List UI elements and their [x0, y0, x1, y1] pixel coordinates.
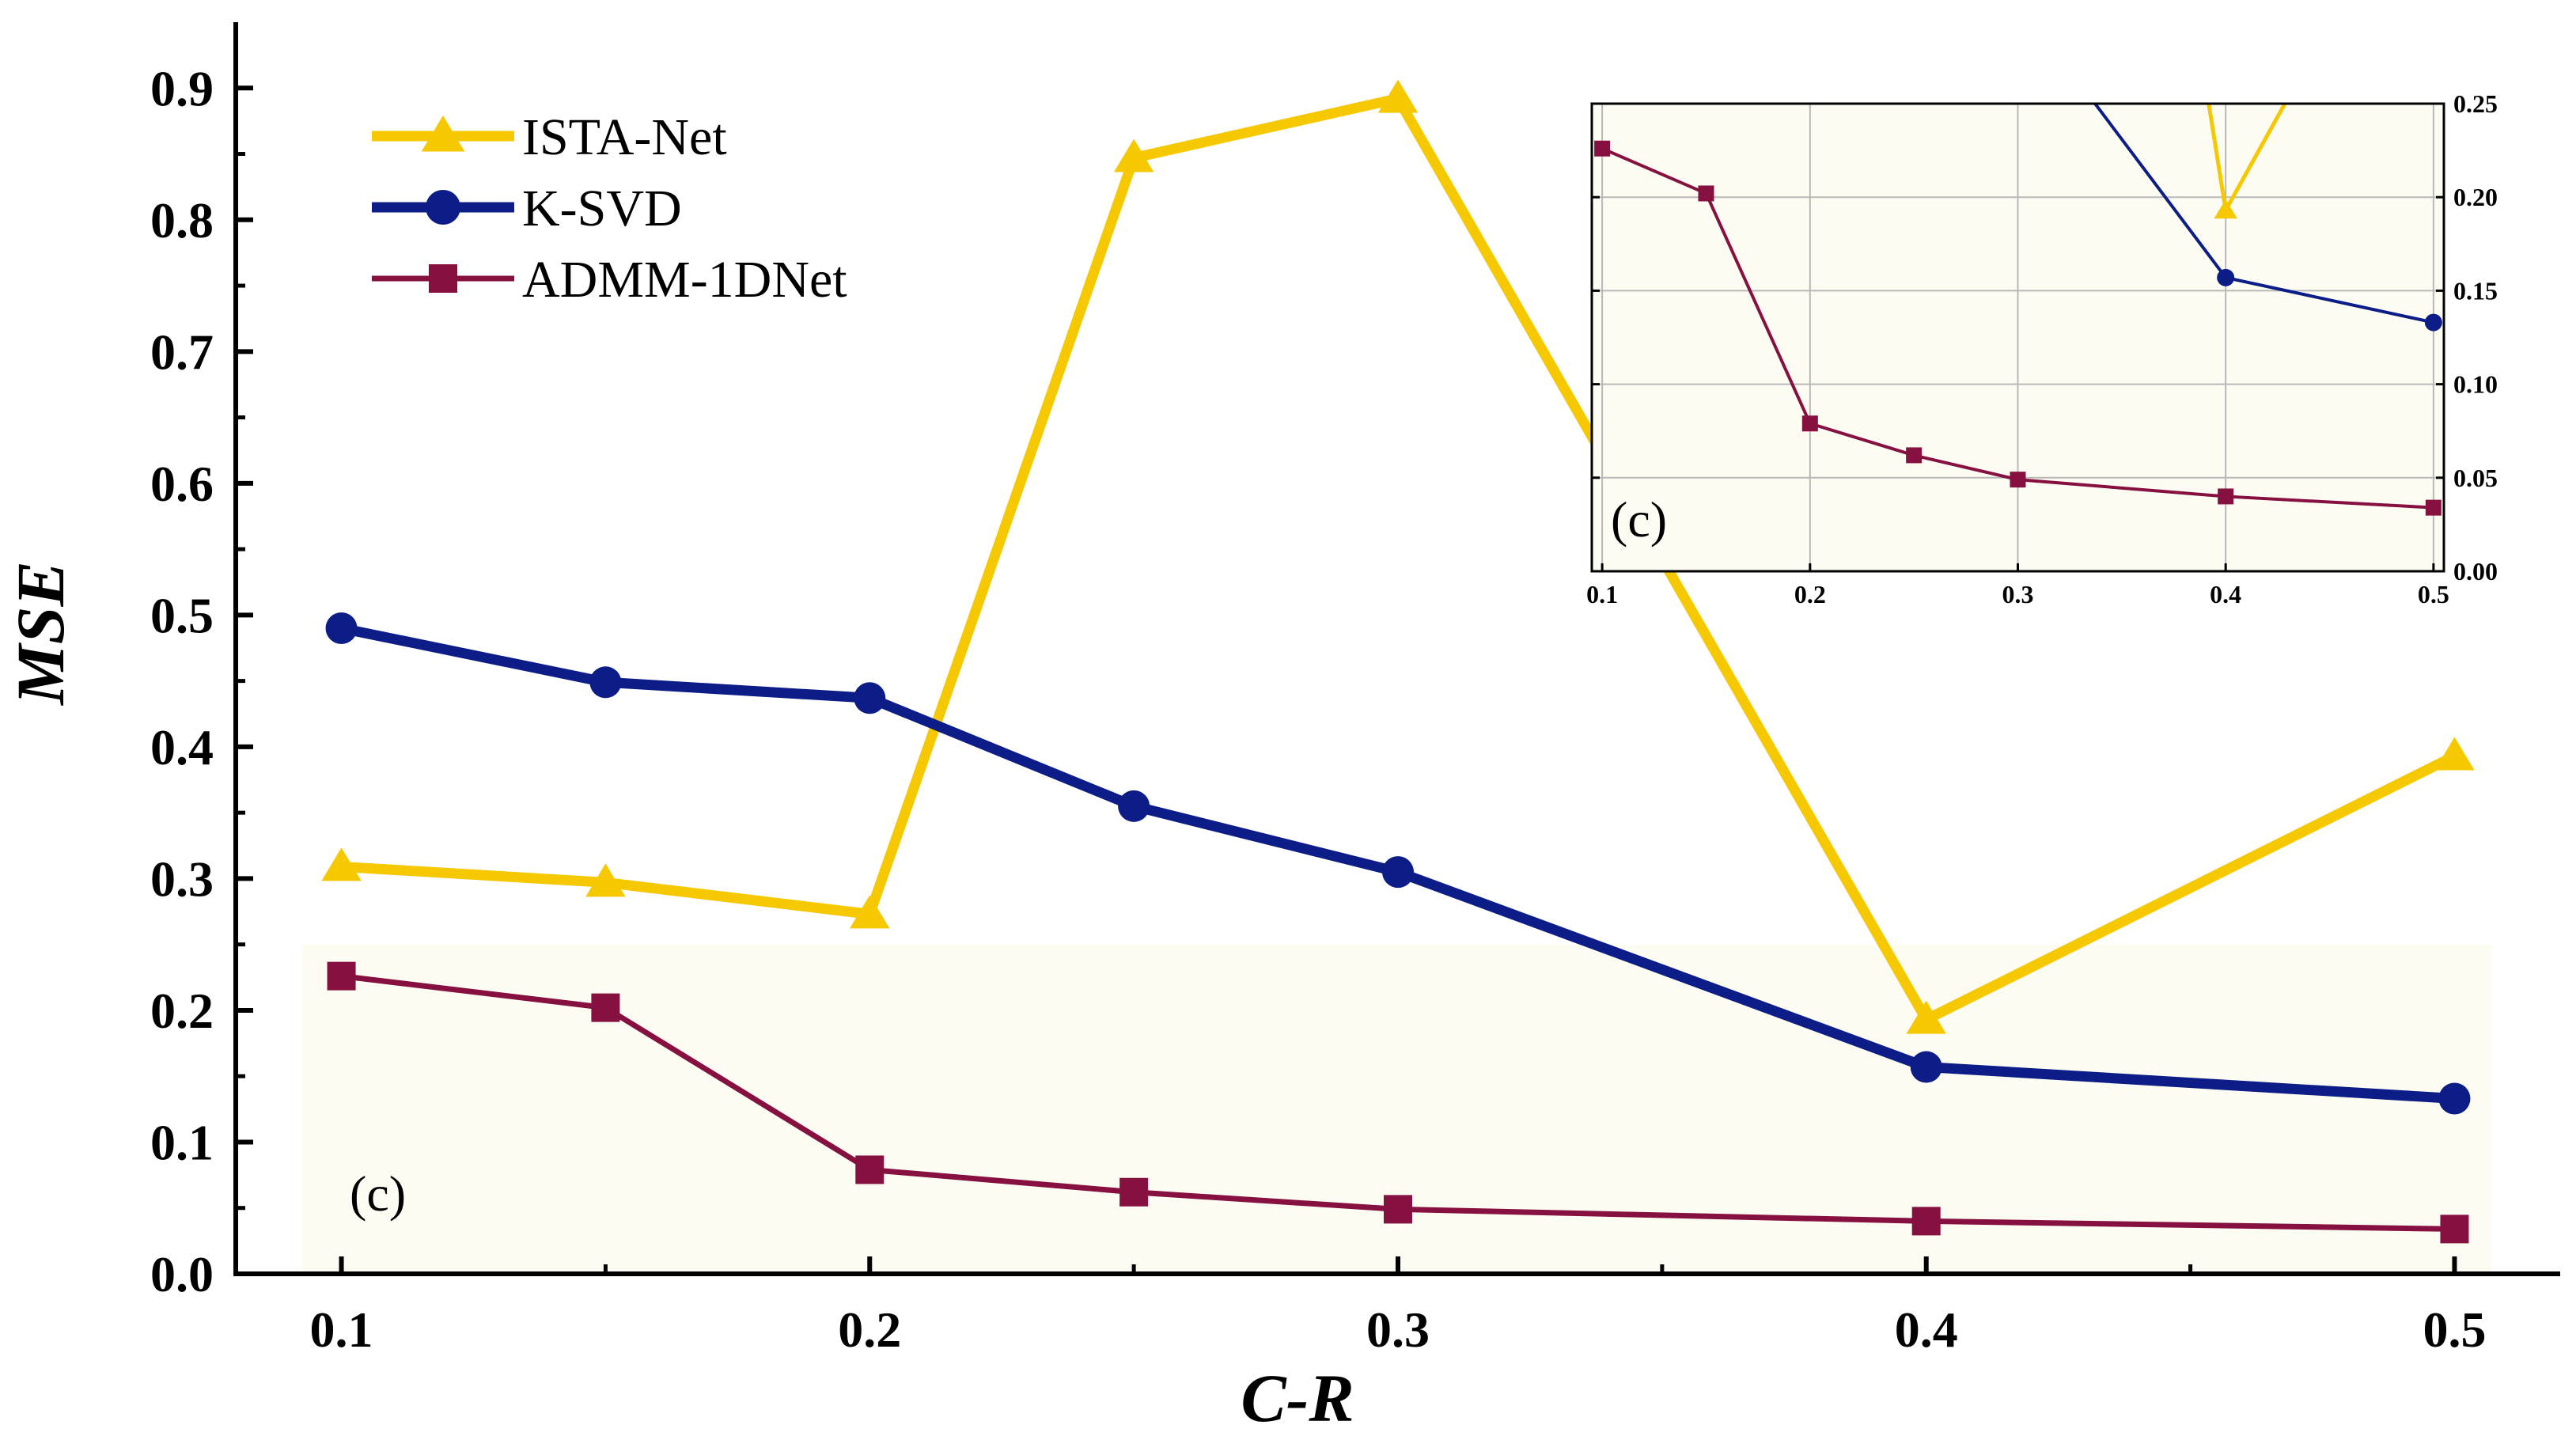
data-point-ista-net [1906, 1000, 1946, 1034]
y-axis-title: MSE [2, 561, 78, 707]
y-tick-label: 0.0 [150, 1246, 214, 1302]
legend-label-admm-1dnet: ADMM-1DNet [522, 251, 847, 309]
y-tick-label: 0.4 [150, 719, 214, 775]
inset-data-point-k-svd [2010, 0, 2027, 9]
inset-y-tick-label: 0.00 [2453, 557, 2498, 585]
data-point-k-svd [854, 682, 886, 714]
data-point-admm-1dnet [2440, 1215, 2469, 1244]
y-tick-label: 0.6 [150, 456, 214, 512]
inset-data-point-admm-1dnet [1906, 447, 1923, 464]
y-tick-label: 0.8 [150, 192, 214, 248]
inset-data-point-ista-net [1590, 0, 1613, 2]
inset-data-point-k-svd [2217, 268, 2235, 286]
legend-label-ista-net: ISTA-Net [522, 108, 727, 166]
y-tick-label: 0.1 [150, 1114, 214, 1170]
inset-x-tick-label: 0.2 [1794, 580, 1826, 608]
data-point-k-svd [589, 666, 622, 699]
inset-x-tick-label: 0.4 [2210, 580, 2241, 608]
data-point-ista-net [1377, 79, 1419, 113]
main-series-layer [321, 79, 2475, 1244]
data-point-admm-1dnet [855, 1155, 885, 1184]
data-point-admm-1dnet [1119, 1177, 1149, 1207]
legend-label-k-svd: K-SVD [522, 180, 682, 237]
data-point-admm-1dnet [1384, 1195, 1412, 1224]
inset-y-tick-label: 0.10 [2453, 370, 2498, 399]
data-point-ista-net [321, 847, 362, 881]
inset-y-tick-label: 0.20 [2453, 183, 2498, 211]
y-tick-label: 0.7 [150, 324, 214, 380]
inset-data-point-ista-net [1695, 5, 1718, 25]
inset-data-point-k-svd [2424, 313, 2442, 332]
inset-x-tick-label: 0.5 [2418, 580, 2449, 608]
inset-data-point-admm-1dnet [2010, 472, 2026, 488]
data-point-k-svd [2438, 1082, 2471, 1115]
inset-data-point-admm-1dnet [2425, 499, 2442, 516]
x-tick-label: 0.1 [310, 1302, 373, 1358]
legend-marker-ista-net [421, 116, 465, 152]
x-tick-label: 0.5 [2423, 1302, 2486, 1358]
data-point-k-svd [1910, 1051, 1942, 1083]
data-point-ista-net [2434, 737, 2475, 771]
inset-data-point-admm-1dnet [2218, 488, 2234, 505]
data-point-admm-1dnet [327, 961, 356, 991]
inset-data-point-ista-net [2214, 199, 2237, 219]
inset-data-point-admm-1dnet [1801, 415, 1818, 432]
inset-x-tick-label: 0.1 [1586, 580, 1618, 608]
data-point-admm-1dnet [1911, 1207, 1941, 1236]
inset-x-tick-label: 0.3 [2002, 580, 2034, 608]
inset-data-point-admm-1dnet [1698, 185, 1714, 202]
data-point-ista-net [850, 895, 890, 929]
x-tick-label: 0.4 [1895, 1302, 1958, 1358]
inset-data-point-ista-net [1798, 50, 1821, 70]
x-ticks: 0.1 0.2 0.3 0.4 0.5 [310, 1256, 2486, 1358]
x-axis-title: C-R [1241, 1360, 1354, 1436]
data-point-k-svd [325, 612, 358, 645]
y-tick-label: 0.5 [150, 587, 214, 643]
data-point-admm-1dnet [591, 993, 620, 1022]
x-tick-label: 0.3 [1366, 1302, 1430, 1358]
main-plot: 0.0 0.1 0.2 0.3 0.4 0.5 0.6 0.7 0.8 0.9 0.1 0.2 0.3… [2, 22, 2560, 1436]
y-tick-label: 0.9 [150, 60, 214, 116]
panel-label: (c) [350, 1165, 406, 1222]
y-ticks: 0.0 0.1 0.2 0.3 0.4 0.5 0.6 0.7 0.8 0.9 [150, 60, 253, 1302]
data-point-ista-net [585, 863, 626, 897]
legend-marker-admm-1dnet [429, 264, 457, 293]
inset-plot: 0.1 0.2 0.3 0.4 0.50.000.050.100.150.200.25 … [1586, 0, 2498, 608]
main-axes: 0.0 0.1 0.2 0.3 0.4 0.5 0.6 0.7 0.8 0.9 0.1 0.2 0.3… [150, 22, 2560, 1358]
data-point-ista-net [1113, 138, 1154, 172]
x-tick-label: 0.2 [838, 1302, 901, 1358]
inset-data-point-admm-1dnet [1594, 140, 1611, 157]
legend-marker-k-svd [426, 190, 460, 225]
inset-series-layer [1590, 0, 2442, 516]
y-tick-label: 0.2 [150, 983, 214, 1039]
y-tick-label: 0.3 [150, 851, 214, 907]
inset-y-tick-label: 0.05 [2453, 464, 2498, 492]
inset-y-tick-label: 0.15 [2453, 276, 2498, 305]
inset-ticks: 0.1 0.2 0.3 0.4 0.50.00 0.05 0.10 0.15 0.20 0.25 [1586, 89, 2498, 608]
data-point-k-svd [1118, 790, 1150, 822]
legend: ISTA-Net K-SVD ADMM-1DNet [372, 108, 847, 309]
inset-panel-label: (c) [1611, 491, 1667, 548]
data-point-k-svd [1382, 856, 1414, 889]
inset-y-tick-label: 0.25 [2453, 89, 2498, 118]
